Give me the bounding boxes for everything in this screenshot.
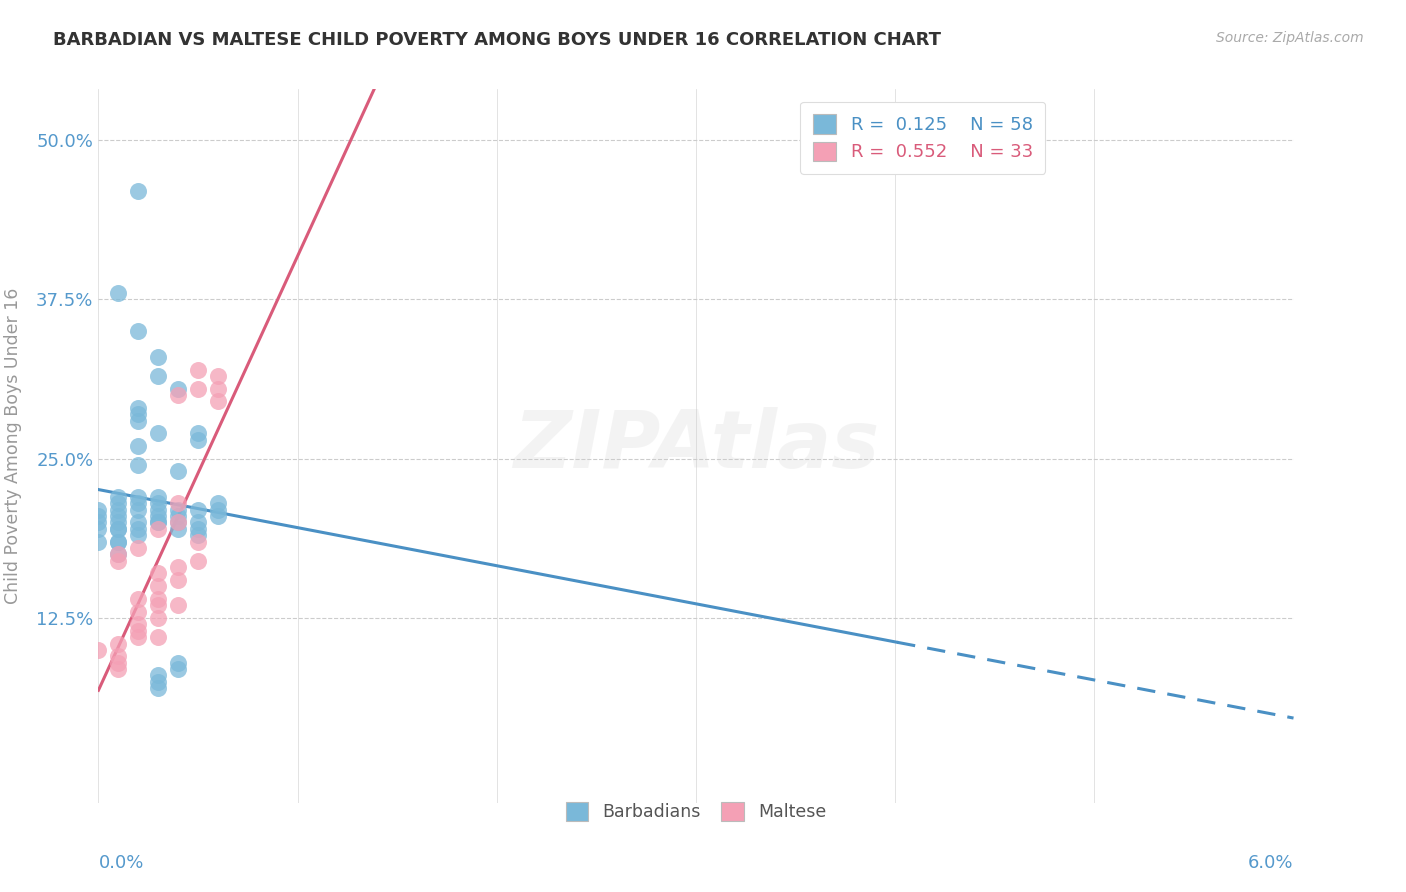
Point — [148, 516, 170, 530]
Point — [187, 554, 209, 568]
Point — [207, 368, 229, 383]
Point — [107, 534, 129, 549]
Point — [148, 668, 170, 682]
Point — [148, 426, 170, 441]
Point — [187, 516, 209, 530]
Point — [207, 509, 229, 524]
Point — [167, 496, 190, 510]
Point — [87, 516, 110, 530]
Point — [167, 516, 190, 530]
Point — [187, 382, 209, 396]
Point — [127, 522, 149, 536]
Point — [107, 554, 129, 568]
Point — [148, 522, 170, 536]
Point — [148, 579, 170, 593]
Point — [107, 547, 129, 561]
Y-axis label: Child Poverty Among Boys Under 16: Child Poverty Among Boys Under 16 — [4, 288, 22, 604]
Point — [167, 522, 190, 536]
Point — [127, 591, 149, 606]
Point — [148, 611, 170, 625]
Point — [167, 388, 190, 402]
Point — [148, 368, 170, 383]
Point — [187, 528, 209, 542]
Point — [148, 630, 170, 644]
Point — [107, 286, 129, 301]
Point — [148, 490, 170, 504]
Point — [107, 496, 129, 510]
Point — [167, 656, 190, 670]
Point — [107, 649, 129, 664]
Point — [87, 522, 110, 536]
Point — [207, 502, 229, 516]
Point — [127, 605, 149, 619]
Point — [127, 541, 149, 555]
Point — [107, 534, 129, 549]
Point — [127, 502, 149, 516]
Point — [187, 433, 209, 447]
Text: 0.0%: 0.0% — [98, 854, 143, 871]
Point — [167, 662, 190, 676]
Point — [87, 534, 110, 549]
Point — [107, 522, 129, 536]
Point — [148, 496, 170, 510]
Point — [127, 528, 149, 542]
Point — [167, 573, 190, 587]
Text: 6.0%: 6.0% — [1249, 854, 1294, 871]
Point — [107, 522, 129, 536]
Point — [148, 502, 170, 516]
Point — [148, 591, 170, 606]
Point — [127, 496, 149, 510]
Point — [87, 643, 110, 657]
Point — [127, 624, 149, 638]
Point — [148, 350, 170, 364]
Point — [87, 502, 110, 516]
Point — [87, 509, 110, 524]
Point — [127, 490, 149, 504]
Point — [167, 560, 190, 574]
Point — [167, 465, 190, 479]
Text: ZIPAtlas: ZIPAtlas — [513, 407, 879, 485]
Point — [107, 547, 129, 561]
Point — [127, 413, 149, 427]
Point — [107, 509, 129, 524]
Point — [148, 681, 170, 695]
Point — [148, 674, 170, 689]
Text: Source: ZipAtlas.com: Source: ZipAtlas.com — [1216, 31, 1364, 45]
Point — [148, 516, 170, 530]
Point — [167, 516, 190, 530]
Point — [127, 458, 149, 472]
Point — [107, 662, 129, 676]
Point — [107, 502, 129, 516]
Point — [127, 407, 149, 421]
Point — [127, 184, 149, 198]
Legend: Barbadians, Maltese: Barbadians, Maltese — [554, 789, 838, 833]
Point — [127, 630, 149, 644]
Point — [127, 324, 149, 338]
Text: BARBADIAN VS MALTESE CHILD POVERTY AMONG BOYS UNDER 16 CORRELATION CHART: BARBADIAN VS MALTESE CHILD POVERTY AMONG… — [53, 31, 942, 49]
Point — [167, 599, 190, 613]
Point — [167, 509, 190, 524]
Point — [127, 617, 149, 632]
Point — [167, 502, 190, 516]
Point — [187, 522, 209, 536]
Point — [127, 439, 149, 453]
Point — [107, 636, 129, 650]
Point — [148, 509, 170, 524]
Point — [187, 362, 209, 376]
Point — [187, 502, 209, 516]
Point — [127, 401, 149, 415]
Point — [107, 516, 129, 530]
Point — [207, 496, 229, 510]
Point — [148, 599, 170, 613]
Point — [127, 516, 149, 530]
Point — [167, 382, 190, 396]
Point — [207, 394, 229, 409]
Point — [187, 426, 209, 441]
Point — [107, 490, 129, 504]
Point — [207, 382, 229, 396]
Point — [148, 566, 170, 581]
Point — [187, 534, 209, 549]
Point — [107, 656, 129, 670]
